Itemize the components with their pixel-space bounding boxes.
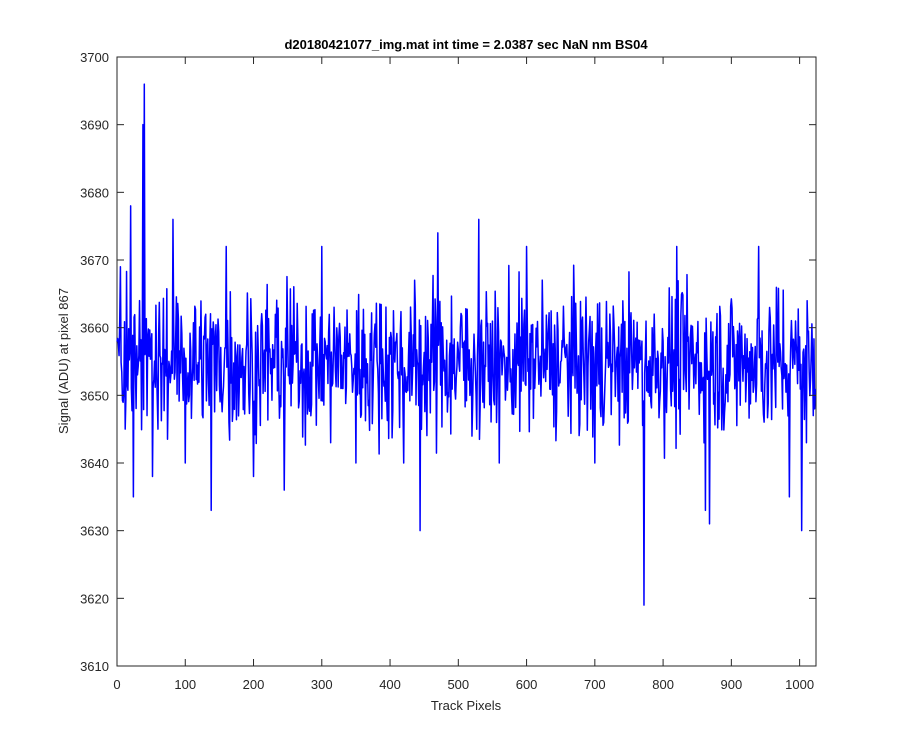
x-tick-label: 700 [584, 677, 606, 692]
chart-title: d20180421077_img.mat int time = 2.0387 s… [284, 37, 648, 52]
x-tick-label: 100 [174, 677, 196, 692]
x-tick-label: 0 [113, 677, 120, 692]
y-axis: 3610 3620 3630 3640 3650 3660 3670 3680 3690 3700 [80, 50, 816, 674]
y-tick-label: 3660 [80, 321, 109, 336]
x-tick-label: 900 [721, 677, 743, 692]
x-tick-label: 300 [311, 677, 333, 692]
y-axis-label: Signal (ADU) at pixel 867 [56, 288, 71, 434]
x-tick-label: 1000 [785, 677, 814, 692]
x-tick-label: 200 [243, 677, 265, 692]
x-axis-label: Track Pixels [431, 698, 502, 713]
y-tick-label: 3620 [80, 591, 109, 606]
y-tick-label: 3680 [80, 185, 109, 200]
y-tick-label: 3630 [80, 524, 109, 539]
plot-area [116, 56, 817, 667]
y-tick-label: 3700 [80, 50, 109, 65]
y-tick-label: 3650 [80, 388, 109, 403]
x-tick-label: 400 [379, 677, 401, 692]
y-tick-label: 3670 [80, 253, 109, 268]
x-tick-label: 500 [447, 677, 469, 692]
x-tick-label: 800 [652, 677, 674, 692]
x-axis: 0 100 200 300 400 500 600 700 800 900 1000 [113, 57, 814, 692]
y-tick-label: 3640 [80, 456, 109, 471]
series-line [116, 83, 817, 606]
y-tick-label: 3610 [80, 659, 109, 674]
x-tick-label: 600 [516, 677, 538, 692]
y-tick-label: 3690 [80, 118, 109, 133]
